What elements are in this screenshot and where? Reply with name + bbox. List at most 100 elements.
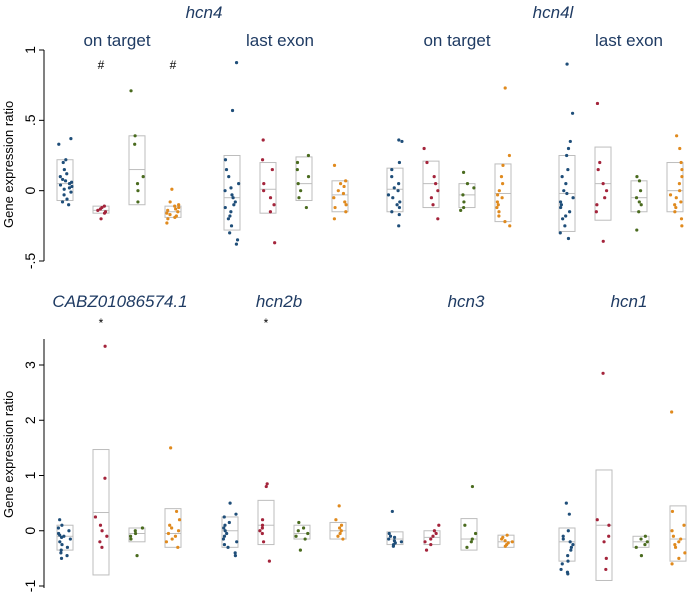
data-point bbox=[497, 189, 501, 193]
data-point bbox=[65, 554, 69, 558]
data-point bbox=[223, 529, 227, 533]
data-point bbox=[336, 534, 340, 538]
data-point bbox=[93, 515, 98, 519]
data-point bbox=[177, 205, 181, 210]
data-point bbox=[233, 200, 237, 204]
data-point bbox=[673, 210, 677, 214]
data-point bbox=[58, 518, 62, 522]
data-point bbox=[670, 509, 675, 514]
data-point bbox=[223, 205, 227, 210]
data-point bbox=[429, 537, 433, 541]
data-point bbox=[388, 534, 393, 538]
data-point bbox=[465, 182, 470, 186]
data-point bbox=[565, 62, 569, 66]
data-point bbox=[395, 203, 399, 207]
data-point bbox=[59, 556, 64, 560]
data-point bbox=[226, 545, 230, 549]
data-point bbox=[344, 179, 348, 183]
data-point bbox=[565, 153, 569, 158]
data-point bbox=[397, 160, 402, 165]
data-point bbox=[595, 203, 599, 207]
data-point bbox=[224, 167, 229, 172]
data-point bbox=[176, 545, 180, 549]
data-point bbox=[678, 189, 682, 193]
data-point bbox=[69, 190, 73, 194]
data-point bbox=[568, 139, 572, 144]
data-point bbox=[58, 533, 62, 537]
data-point bbox=[604, 556, 608, 560]
data-point bbox=[59, 551, 63, 555]
data-point bbox=[98, 207, 102, 211]
data-point bbox=[680, 167, 684, 172]
data-point bbox=[601, 371, 605, 375]
data-point bbox=[387, 531, 391, 536]
gene-title: hcn3 bbox=[448, 292, 485, 311]
group-box bbox=[128, 135, 146, 206]
significance-mark: # bbox=[98, 58, 105, 72]
data-point bbox=[496, 203, 500, 207]
data-point bbox=[260, 518, 265, 522]
data-point bbox=[303, 537, 307, 541]
data-point bbox=[432, 529, 437, 533]
data-point bbox=[461, 170, 466, 174]
data-point bbox=[336, 189, 340, 193]
data-point bbox=[338, 182, 343, 186]
condition-title: last exon bbox=[246, 31, 314, 50]
data-point bbox=[272, 203, 276, 207]
data-point bbox=[397, 182, 401, 186]
data-point bbox=[680, 224, 684, 228]
data-point bbox=[497, 210, 501, 214]
data-point bbox=[68, 537, 72, 541]
data-point bbox=[683, 551, 687, 555]
gene-title: hcn1 bbox=[611, 292, 648, 311]
data-point bbox=[176, 210, 180, 214]
data-point bbox=[391, 544, 395, 548]
data-point bbox=[222, 534, 227, 538]
data-point bbox=[170, 526, 174, 530]
data-point bbox=[598, 160, 602, 165]
data-point bbox=[503, 86, 507, 90]
data-point bbox=[470, 484, 475, 489]
data-point bbox=[462, 200, 466, 204]
data-point bbox=[165, 221, 169, 225]
data-point bbox=[57, 142, 61, 146]
data-point bbox=[601, 182, 605, 186]
data-point bbox=[462, 205, 466, 210]
data-point bbox=[429, 196, 434, 200]
data-point bbox=[170, 187, 174, 191]
y-tick-label: -.5 bbox=[22, 253, 38, 270]
data-point bbox=[500, 537, 504, 541]
data-point bbox=[65, 197, 69, 201]
data-point bbox=[677, 182, 682, 186]
y-tick-label: .5 bbox=[22, 114, 38, 126]
y-tick-label: 3 bbox=[22, 361, 38, 369]
data-point bbox=[674, 196, 678, 200]
data-point bbox=[61, 160, 65, 165]
data-point bbox=[337, 504, 341, 508]
data-point bbox=[62, 187, 66, 191]
data-point bbox=[434, 531, 438, 536]
data-point bbox=[301, 526, 306, 530]
data-point bbox=[425, 160, 429, 165]
data-point bbox=[174, 509, 179, 514]
data-point bbox=[177, 518, 182, 522]
data-point bbox=[332, 196, 336, 200]
data-point bbox=[570, 111, 575, 115]
data-point bbox=[135, 554, 139, 558]
data-point bbox=[637, 200, 641, 204]
data-point bbox=[332, 163, 337, 167]
data-point bbox=[562, 189, 566, 193]
data-point bbox=[228, 231, 232, 235]
data-point bbox=[129, 89, 133, 93]
data-point bbox=[432, 175, 436, 179]
group-box bbox=[331, 180, 349, 213]
data-point bbox=[100, 545, 104, 549]
data-point bbox=[635, 175, 639, 179]
significance-mark: * bbox=[264, 316, 269, 330]
data-point bbox=[136, 189, 140, 193]
data-point bbox=[227, 520, 231, 525]
data-point bbox=[568, 210, 572, 214]
data-point bbox=[677, 556, 681, 560]
data-point bbox=[682, 523, 686, 527]
